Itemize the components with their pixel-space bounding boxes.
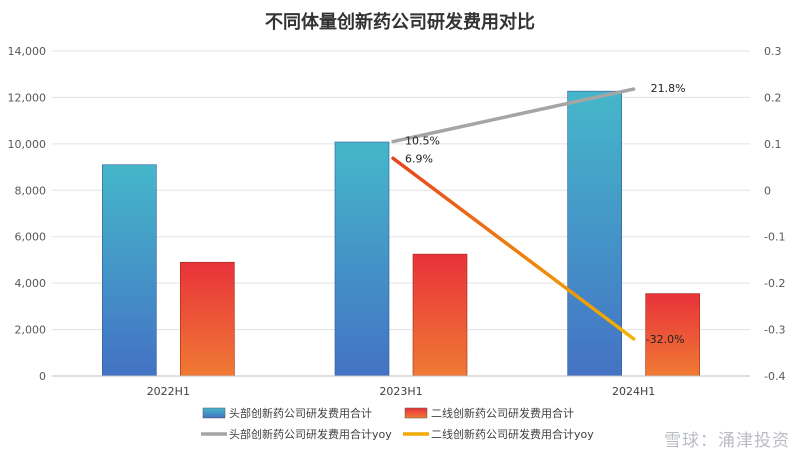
y-right-tick-label: -0.1: [764, 231, 785, 244]
legend-item-4: 二线创新药公司研发费用合计yoy: [403, 427, 594, 441]
y-left-tick-label: 14,000: [8, 45, 47, 58]
legend-label: 头部创新药公司研发费用合计yoy: [229, 427, 392, 441]
y-right-tick-label: 0.3: [764, 45, 782, 58]
y-right-tick-label: -0.4: [764, 370, 785, 383]
y-left-tick-label: 6,000: [15, 231, 47, 244]
bar-head-2023H1: [334, 141, 390, 377]
data-labels: 10.5% 21.8% 6.9% -32.0%: [405, 82, 686, 346]
axes: 0 -0.4 2,000 -0.3 4,000 -0.2 6,000 -0.1 8,000 0 10…: [8, 45, 786, 398]
legend-item-3: 头部创新药公司研发费用合计yoy: [201, 427, 392, 441]
legend-label: 二线创新药公司研发费用合计yoy: [431, 427, 594, 441]
x-tick-label: 2024H1: [612, 385, 655, 398]
line-second-yoy: [391, 156, 636, 341]
bar-second-2024H1: [645, 293, 700, 377]
legend-item-2: 二线创新药公司研发费用合计: [404, 406, 574, 420]
bars: [102, 90, 700, 377]
grid-lines: [52, 50, 750, 377]
y-left-tick-label: 8,000: [15, 184, 47, 197]
legend-swatch: [202, 407, 226, 419]
watermark: 雪球：涌津投资: [664, 431, 790, 451]
bar-second-2023H1: [412, 253, 468, 377]
y-right-tick-label: 0: [764, 184, 771, 197]
legend-item-1: 头部创新药公司研发费用合计: [202, 406, 372, 420]
line-head-yoy: [391, 87, 636, 144]
y-left-tick-label: 10,000: [8, 138, 47, 151]
y-left-tick-label: 12,000: [8, 91, 47, 104]
x-tick-label: 2023H1: [379, 385, 422, 398]
label-second-yoy-2023: 6.9%: [405, 152, 433, 165]
bar-head-2022H1: [102, 164, 157, 377]
y-left-tick-label: 2,000: [15, 324, 47, 337]
label-head-yoy-2023: 10.5%: [405, 135, 440, 148]
yoy-lines: [391, 87, 636, 341]
y-right-tick-label: -0.2: [764, 277, 785, 290]
x-tick-label: 2022H1: [147, 385, 190, 398]
label-head-yoy-2024: 21.8%: [651, 82, 686, 95]
y-right-tick-label: 0.1: [764, 138, 782, 151]
y-left-tick-label: 0: [39, 370, 46, 383]
legend: 头部创新药公司研发费用合计 二线创新药公司研发费用合计头部创新药公司研发费用合计y…: [201, 406, 594, 441]
legend-label: 二线创新药公司研发费用合计: [431, 406, 574, 420]
y-right-tick-label: -0.3: [764, 324, 785, 337]
legend-label: 头部创新药公司研发费用合计: [229, 406, 372, 420]
y-left-tick-label: 4,000: [15, 277, 47, 290]
bar-head-2024H1: [567, 90, 622, 377]
bar-second-2022H1: [180, 261, 235, 377]
legend-swatch: [404, 407, 428, 419]
chart-title: 不同体量创新药公司研发费用对比: [265, 11, 535, 33]
y-right-tick-label: 0.2: [764, 91, 782, 104]
label-second-yoy-2024: -32.0%: [646, 333, 685, 346]
